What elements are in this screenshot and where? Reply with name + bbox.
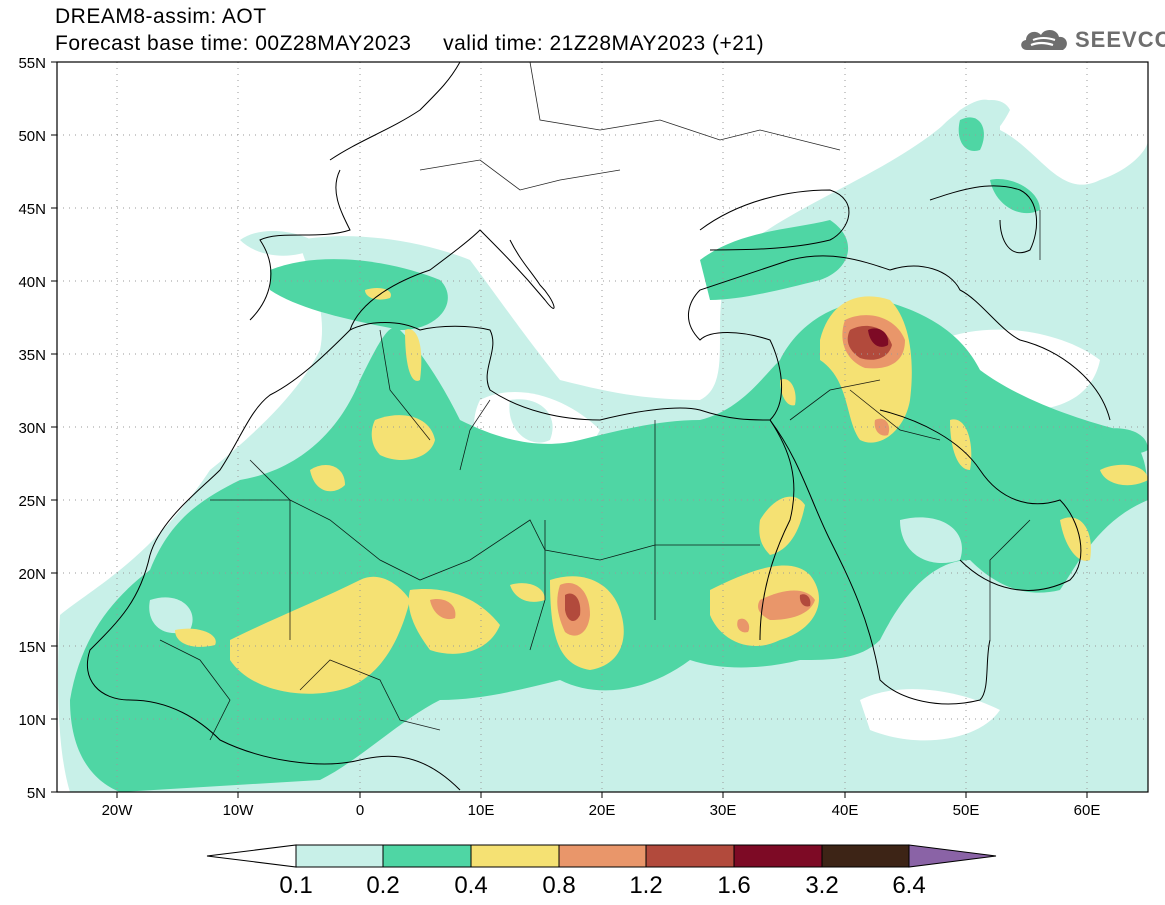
lon-label: 40E (832, 802, 859, 819)
logo-text: SEEVCCC (1075, 27, 1165, 52)
lon-label: 50E (953, 802, 980, 819)
cloud-icon (1021, 29, 1067, 50)
coastlines (86, 62, 1111, 791)
lat-label: 45N (18, 201, 46, 218)
lat-label: 20N (18, 566, 46, 583)
colorbar-label: 1.2 (629, 872, 662, 899)
colorbar-label: 1.6 (717, 872, 750, 899)
lon-label: 10W (223, 802, 255, 819)
colorbar-label: 0.4 (454, 872, 487, 899)
colorbar-swatch (382, 844, 472, 868)
lon-label: 20E (589, 802, 616, 819)
lat-label: 5N (27, 785, 46, 802)
lon-label: 10E (468, 802, 495, 819)
country-borders (159, 62, 1041, 741)
colorbar-label: 0.8 (542, 872, 575, 899)
colorbar-label: 3.2 (805, 872, 838, 899)
colorbar-label: 0.2 (366, 872, 399, 899)
lat-label: 50N (18, 128, 46, 145)
lat-label: 35N (18, 347, 46, 364)
colorbar-swatch (908, 844, 997, 868)
colorbar-swatch (821, 844, 910, 868)
lat-label: 30N (18, 420, 46, 437)
title-line-2: Forecast base time: 00Z28MAY2023 valid t… (55, 32, 765, 55)
colorbar-label: 6.4 (892, 872, 925, 899)
aot-field (57, 62, 1148, 792)
lon-label: 20W (102, 802, 134, 819)
lat-label: 55N (18, 55, 46, 72)
lat-label: 10N (18, 712, 46, 729)
colorbar-swatch (558, 844, 647, 868)
seevccc-logo: SEEVCCC (1017, 24, 1165, 54)
colorbar-swatch (470, 844, 560, 868)
lat-label: 40N (18, 274, 46, 291)
lon-label: 60E (1074, 802, 1101, 819)
colorbar-swatch (645, 844, 735, 868)
lat-label: 15N (18, 639, 46, 656)
title-line-1: DREAM8-assim: AOT (55, 5, 267, 28)
colorbar-swatch (733, 844, 823, 868)
colorbar-swatch (295, 844, 384, 868)
lat-label: 25N (18, 493, 46, 510)
colorbar-swatch (206, 844, 297, 868)
colorbar-label: 0.1 (279, 872, 312, 899)
lon-label: 0 (356, 802, 364, 819)
lon-label: 30E (710, 802, 737, 819)
colorbar (206, 844, 997, 868)
